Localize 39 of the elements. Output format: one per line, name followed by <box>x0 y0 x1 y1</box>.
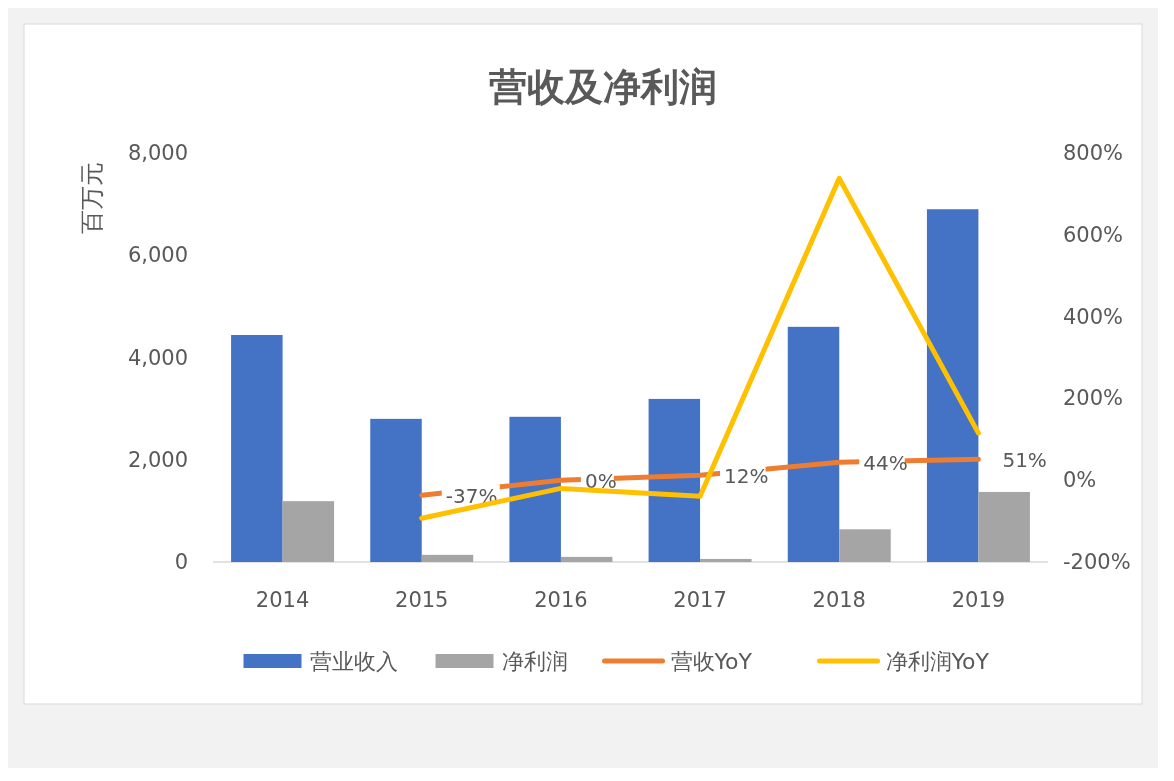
x-tick-label: 2016 <box>534 588 588 612</box>
bar <box>370 418 422 562</box>
chart-title: 营收及净利润 <box>488 65 717 109</box>
legend-label: 净利润 <box>501 649 568 674</box>
bar <box>700 558 752 562</box>
y-tick-label: 2,000 <box>127 447 188 472</box>
bar <box>231 335 283 562</box>
y-tick-label: 0 <box>174 550 188 574</box>
y2-tick-label: -200% <box>1063 550 1131 574</box>
y2-tick-label: 0% <box>1063 468 1097 493</box>
data-label: 44% <box>863 451 908 476</box>
bar <box>926 209 979 562</box>
y-tick-label: 6,000 <box>127 243 188 268</box>
y2-tick-label: 800% <box>1063 141 1124 165</box>
x-tick-label: 2015 <box>395 588 449 612</box>
bar <box>787 326 840 562</box>
legend-label: 营收YoY <box>670 649 753 674</box>
y2-tick-label: 200% <box>1063 386 1124 411</box>
x-tick-label: 2019 <box>951 588 1006 612</box>
bar <box>648 398 701 562</box>
bar <box>282 501 335 562</box>
x-tick-label: 2017 <box>673 588 727 612</box>
x-tick-label: 2018 <box>812 588 866 612</box>
bar <box>839 529 891 562</box>
y-axis-title: 百万元 <box>78 162 106 234</box>
y-tick-label: 4,000 <box>127 345 188 370</box>
x-tick-label: 2014 <box>255 588 310 612</box>
y2-tick-label: 400% <box>1063 304 1124 329</box>
data-label: 12% <box>724 464 769 489</box>
y2-tick-label: 600% <box>1063 222 1124 247</box>
bar <box>978 491 1030 562</box>
bar <box>560 556 613 562</box>
bar <box>421 554 474 562</box>
data-label: 51% <box>1002 448 1047 473</box>
bar <box>509 416 561 562</box>
data-label: 0% <box>584 469 617 494</box>
legend-label: 净利润YoY <box>885 649 990 674</box>
legend-label: 营业收入 <box>309 649 398 674</box>
y-tick-label: 8,000 <box>127 141 188 165</box>
